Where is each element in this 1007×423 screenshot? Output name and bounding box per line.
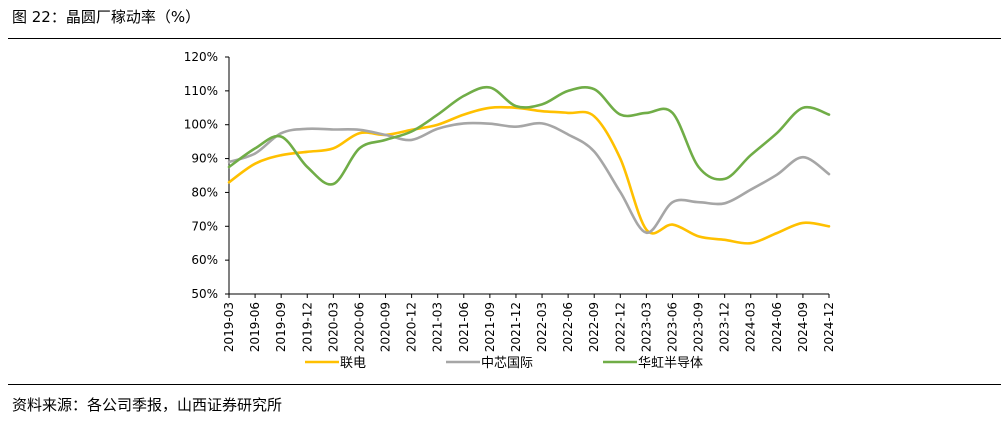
- y-tick-label: 80%: [191, 185, 218, 199]
- legend-label-1: 联电: [340, 356, 366, 371]
- y-tick-label: 70%: [191, 219, 218, 233]
- y-tick-label: 120%: [184, 50, 218, 64]
- y-tick-label: 90%: [191, 152, 218, 166]
- x-tick-label: 2022-03: [535, 302, 549, 352]
- y-tick-label: 50%: [191, 287, 218, 301]
- bottom-rule: [8, 384, 1001, 385]
- x-tick-label: 2024-12: [822, 302, 836, 352]
- x-tick-label: 2021-09: [483, 302, 497, 352]
- x-tick-label: 2023-09: [692, 302, 706, 352]
- legend-label-2: 中芯国际: [481, 356, 533, 371]
- x-tick-label: 2022-09: [587, 302, 601, 352]
- x-tick-label: 2019-09: [274, 302, 288, 352]
- y-tick-label: 100%: [184, 118, 218, 132]
- x-tick-label: 2023-06: [665, 302, 679, 352]
- x-tick-label: 2019-03: [222, 302, 236, 352]
- x-tick-label: 2019-06: [248, 302, 262, 352]
- y-tick-label: 110%: [184, 84, 218, 98]
- series-line-1: [227, 105, 831, 245]
- legend: 联电 中芯国际 华虹半导体: [305, 356, 703, 371]
- x-tick-label: 2019-12: [300, 302, 314, 352]
- x-tick-label: 2020-06: [352, 302, 366, 352]
- x-tick-label: 2021-06: [457, 302, 471, 352]
- series-line-2: [227, 121, 831, 234]
- x-tick-label: 2022-12: [613, 302, 627, 352]
- x-tick-label: 2023-03: [639, 302, 653, 352]
- series-line-3: [227, 85, 831, 186]
- x-tick-label: 2020-03: [326, 302, 340, 352]
- x-tick-label: 2024-06: [770, 302, 784, 352]
- top-rule: [8, 38, 1001, 39]
- x-tick-label: 2021-03: [431, 302, 445, 352]
- series-lines: [227, 85, 831, 245]
- x-tick-label: 2020-12: [405, 302, 419, 352]
- x-tick-label: 2021-12: [509, 302, 523, 352]
- y-axis: 50% 60% 70% 80% 90% 100% 110% 120%: [184, 50, 230, 301]
- figure-title: 图 22：晶圆厂稼动率（%）: [12, 8, 201, 26]
- x-tick-label: 2024-03: [744, 302, 758, 352]
- x-tick-label: 2023-12: [718, 302, 732, 352]
- y-tick-label: 60%: [191, 253, 218, 267]
- x-tick-label: 2024-09: [796, 302, 810, 352]
- x-tick-label: 2020-09: [379, 302, 393, 352]
- source-note: 资料来源：各公司季报，山西证券研究所: [12, 396, 283, 414]
- x-tick-label: 2022-06: [561, 302, 575, 352]
- legend-label-3: 华虹半导体: [638, 356, 703, 371]
- x-axis: 2019-03 2019-06 2019-09 2019-12 2020-03 2020-…: [222, 293, 836, 352]
